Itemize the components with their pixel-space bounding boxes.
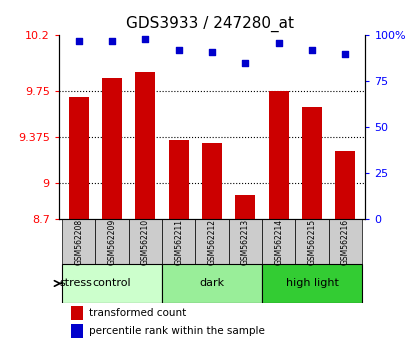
Text: GSM562209: GSM562209 — [108, 219, 117, 265]
Point — [309, 47, 315, 53]
FancyBboxPatch shape — [262, 264, 362, 303]
Text: GDS3933 / 247280_at: GDS3933 / 247280_at — [126, 16, 294, 32]
FancyBboxPatch shape — [162, 264, 262, 303]
Bar — [169, 140, 189, 219]
Text: GSM562214: GSM562214 — [274, 219, 283, 265]
FancyBboxPatch shape — [62, 264, 162, 303]
FancyBboxPatch shape — [329, 219, 362, 264]
Bar — [302, 107, 322, 219]
FancyBboxPatch shape — [195, 219, 229, 264]
FancyBboxPatch shape — [129, 219, 162, 264]
Bar — [71, 306, 83, 320]
Point — [176, 47, 182, 53]
Point — [76, 38, 82, 44]
Point — [209, 49, 215, 55]
Text: high light: high light — [286, 279, 339, 289]
FancyBboxPatch shape — [262, 219, 295, 264]
FancyBboxPatch shape — [95, 219, 129, 264]
Point — [109, 38, 116, 44]
Point — [276, 40, 282, 46]
Text: GSM562210: GSM562210 — [141, 219, 150, 265]
Text: transformed count: transformed count — [89, 308, 187, 318]
Text: GSM562212: GSM562212 — [207, 219, 217, 265]
Point — [142, 36, 149, 42]
Text: dark: dark — [200, 279, 225, 289]
Bar — [336, 151, 355, 219]
Text: stress: stress — [59, 279, 92, 289]
FancyBboxPatch shape — [162, 219, 195, 264]
Bar — [202, 143, 222, 219]
Text: GSM562215: GSM562215 — [307, 219, 317, 265]
Bar — [69, 97, 89, 219]
Bar — [135, 72, 155, 219]
Bar — [269, 91, 289, 219]
Text: GSM562216: GSM562216 — [341, 219, 350, 265]
Text: GSM562211: GSM562211 — [174, 219, 183, 265]
Bar — [236, 195, 255, 219]
Bar — [102, 78, 122, 219]
Bar — [71, 324, 83, 338]
Text: control: control — [93, 279, 131, 289]
FancyBboxPatch shape — [62, 219, 95, 264]
Text: percentile rank within the sample: percentile rank within the sample — [89, 326, 265, 336]
Point — [242, 60, 249, 66]
Text: GSM562208: GSM562208 — [74, 219, 83, 265]
FancyBboxPatch shape — [229, 219, 262, 264]
FancyBboxPatch shape — [295, 219, 329, 264]
Text: GSM562213: GSM562213 — [241, 219, 250, 265]
Point — [342, 51, 349, 57]
